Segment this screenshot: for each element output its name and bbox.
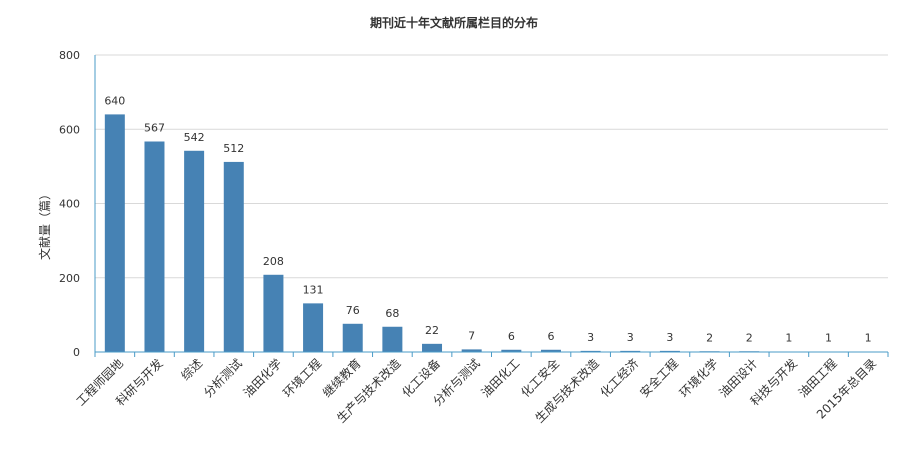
bars-layer (105, 114, 878, 352)
x-tick-label: 油田化工 (479, 356, 523, 400)
x-tick-label: 化工经济 (597, 356, 642, 401)
x-tick-label: 安全工程 (636, 356, 681, 401)
x-tick-label: 环境工程 (280, 356, 325, 401)
bar[interactable] (144, 142, 164, 352)
bar[interactable] (343, 324, 363, 352)
bar[interactable] (105, 114, 125, 352)
data-label: 640 (104, 94, 125, 107)
data-label: 1 (865, 332, 872, 345)
data-label: 208 (263, 255, 284, 268)
data-label: 567 (144, 122, 165, 135)
axes-layer: 0200400600800工程师园地科研与开发综述分析测试油田化学环境工程继续教… (59, 49, 888, 426)
x-tick-label: 综述 (178, 356, 205, 383)
data-label: 3 (666, 331, 673, 344)
y-tick-label: 0 (73, 346, 80, 359)
bar[interactable] (303, 303, 323, 352)
bar[interactable] (224, 162, 244, 352)
data-label: 76 (346, 304, 360, 317)
x-tick-label: 分析测试 (200, 356, 245, 401)
y-tick-label: 400 (59, 198, 80, 211)
bar[interactable] (422, 344, 442, 352)
data-label: 1 (785, 332, 792, 345)
grid-layer (95, 55, 888, 278)
data-label: 1 (825, 332, 832, 345)
y-tick-label: 800 (59, 49, 80, 62)
data-label: 512 (223, 142, 244, 155)
data-label: 7 (468, 329, 475, 342)
data-label: 3 (627, 331, 634, 344)
data-label: 22 (425, 324, 439, 337)
data-label: 3 (587, 331, 594, 344)
data-label: 6 (547, 330, 554, 343)
chart-title: 期刊近十年文献所属栏目的分布 (370, 15, 538, 30)
bar[interactable] (382, 327, 402, 352)
data-label: 2 (746, 331, 753, 344)
y-tick-label: 600 (59, 123, 80, 136)
data-label: 542 (184, 131, 205, 144)
data-label: 6 (508, 330, 515, 343)
data-label: 2 (706, 331, 713, 344)
y-tick-label: 200 (59, 272, 80, 285)
data-label: 131 (303, 283, 324, 296)
bar[interactable] (263, 275, 283, 352)
y-axis-title: 文献量（篇） (37, 188, 52, 260)
x-tick-label: 环境化学 (676, 356, 721, 401)
x-tick-label: 油田化学 (240, 356, 285, 401)
data-label: 68 (385, 307, 399, 320)
bar[interactable] (184, 151, 204, 352)
